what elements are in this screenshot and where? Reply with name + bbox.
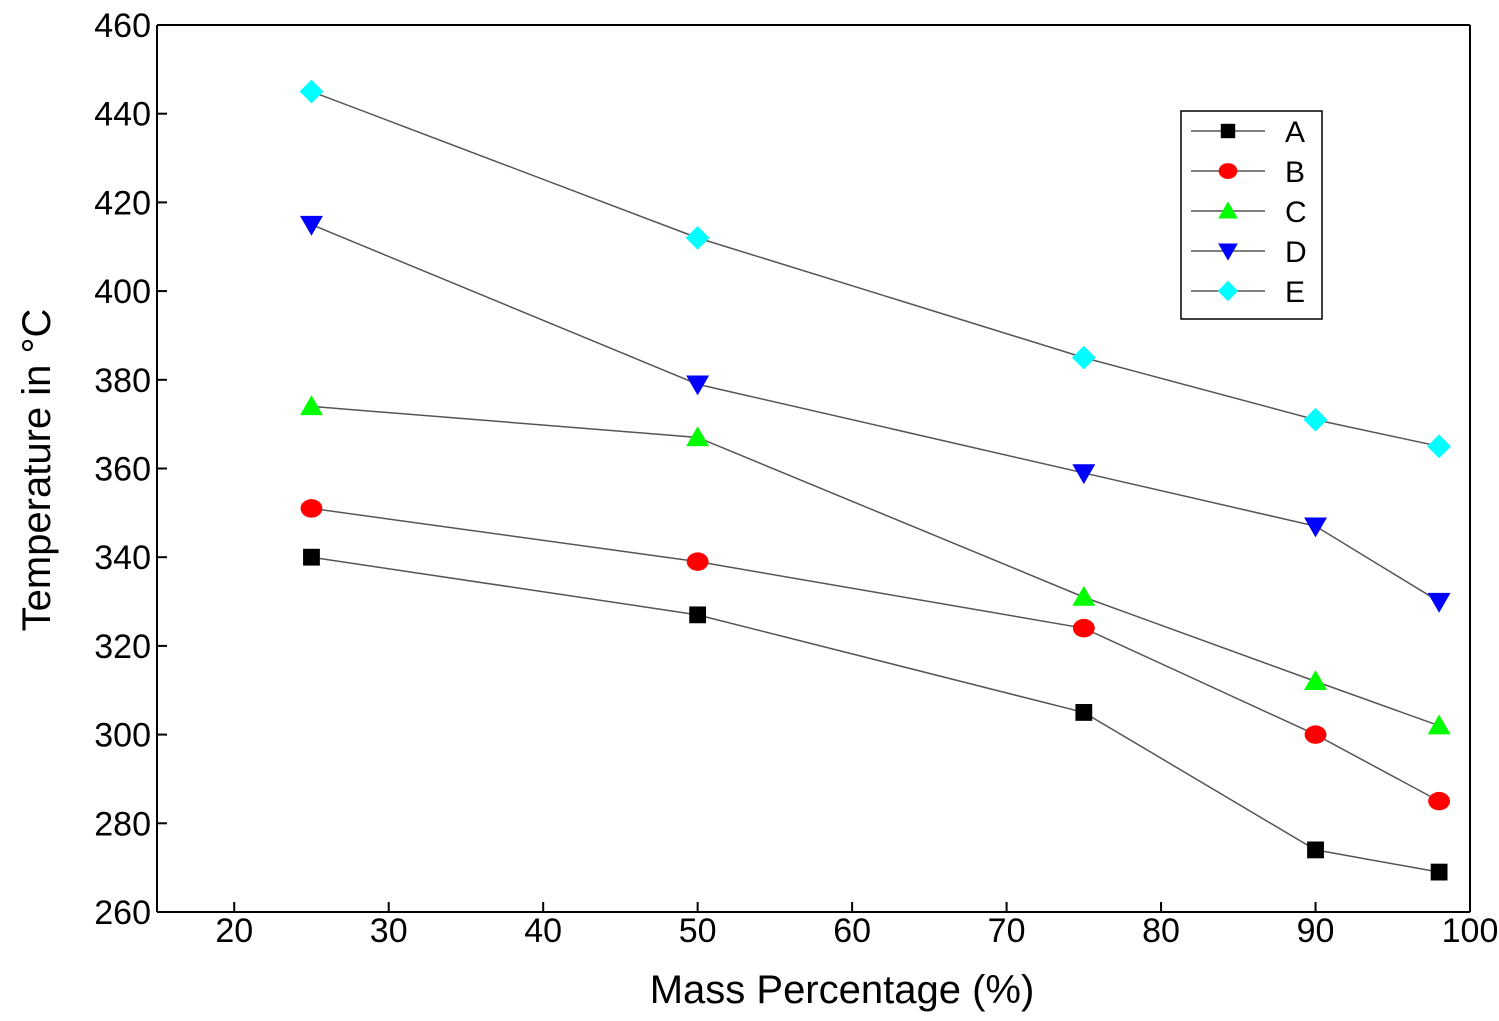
x-tick-label: 90 — [1297, 912, 1335, 950]
x-axis-ticks: 20 30 40 50 60 70 80 90 100 — [215, 902, 1498, 950]
legend-box — [1180, 110, 1323, 320]
legend-a-marker — [1220, 123, 1236, 139]
y-tick-label: 460 — [94, 7, 151, 45]
y-tick-label: 320 — [94, 628, 151, 666]
series-c-point — [1072, 585, 1096, 606]
series-a-point — [689, 606, 707, 624]
series-b-line — [311, 507, 1440, 802]
series-b-point — [1304, 725, 1327, 744]
y-tick-label: 260 — [94, 894, 151, 932]
series-b-point — [1072, 618, 1095, 638]
series-e-point — [299, 79, 324, 104]
series-e-point — [1427, 434, 1452, 459]
y-tick-label: 340 — [94, 539, 151, 577]
legend-b-label: B — [1285, 156, 1305, 189]
y-axis-ticks: 260 280 300 320 340 360 380 400 420 440 460 — [94, 7, 167, 932]
series-c-point — [299, 395, 323, 416]
legend-e-label: E — [1285, 276, 1305, 309]
legend-c-label: C — [1285, 196, 1307, 229]
x-axis-title: Mass Percentage (%) — [650, 968, 1035, 1012]
y-tick-label: 380 — [94, 362, 151, 400]
series-markers — [299, 79, 1452, 881]
series-c-point — [686, 426, 710, 447]
y-tick-label: 360 — [94, 451, 151, 489]
x-tick-label: 50 — [679, 912, 717, 950]
legend-a-label: A — [1285, 116, 1305, 149]
series-c-point — [1304, 670, 1328, 691]
legend-c-marker — [1218, 201, 1238, 219]
series-e-point — [1071, 345, 1096, 370]
x-tick-label: 80 — [1142, 912, 1180, 950]
series-a-point — [1430, 863, 1448, 881]
series-a-point — [303, 548, 320, 566]
x-tick-label: 30 — [370, 912, 408, 950]
series-e-point — [1303, 407, 1328, 432]
y-tick-label: 280 — [94, 805, 151, 843]
series-a-line — [311, 556, 1440, 873]
x-tick-label: 40 — [524, 912, 562, 950]
series-b-point — [686, 552, 709, 571]
legend-d-marker — [1218, 243, 1238, 261]
x-tick-label: 100 — [1442, 912, 1499, 950]
series-e-point — [685, 225, 710, 250]
legend-d-label: D — [1285, 236, 1307, 269]
legend-e-marker — [1217, 280, 1239, 302]
series-d-point — [1427, 592, 1451, 613]
series-d-point — [1072, 464, 1096, 485]
y-axis-title: Temperature in °C — [15, 309, 59, 632]
legend-b-marker — [1218, 163, 1238, 179]
series-d-point — [299, 215, 323, 236]
series-c-point — [1427, 714, 1451, 735]
y-tick-label: 400 — [94, 273, 151, 311]
series-c-line — [311, 405, 1440, 727]
series-d-point — [686, 375, 710, 396]
series-a-point — [1075, 704, 1093, 721]
x-tick-label: 70 — [988, 912, 1026, 950]
series-a-point — [1307, 841, 1324, 859]
y-tick-label: 300 — [94, 717, 151, 755]
y-tick-label: 440 — [94, 96, 151, 134]
y-tick-label: 420 — [94, 184, 151, 222]
series-b-point — [300, 499, 323, 518]
series-d-point — [1304, 517, 1328, 538]
series-b-point — [1428, 791, 1451, 811]
x-tick-label: 20 — [215, 912, 253, 950]
x-tick-label: 60 — [833, 912, 871, 950]
